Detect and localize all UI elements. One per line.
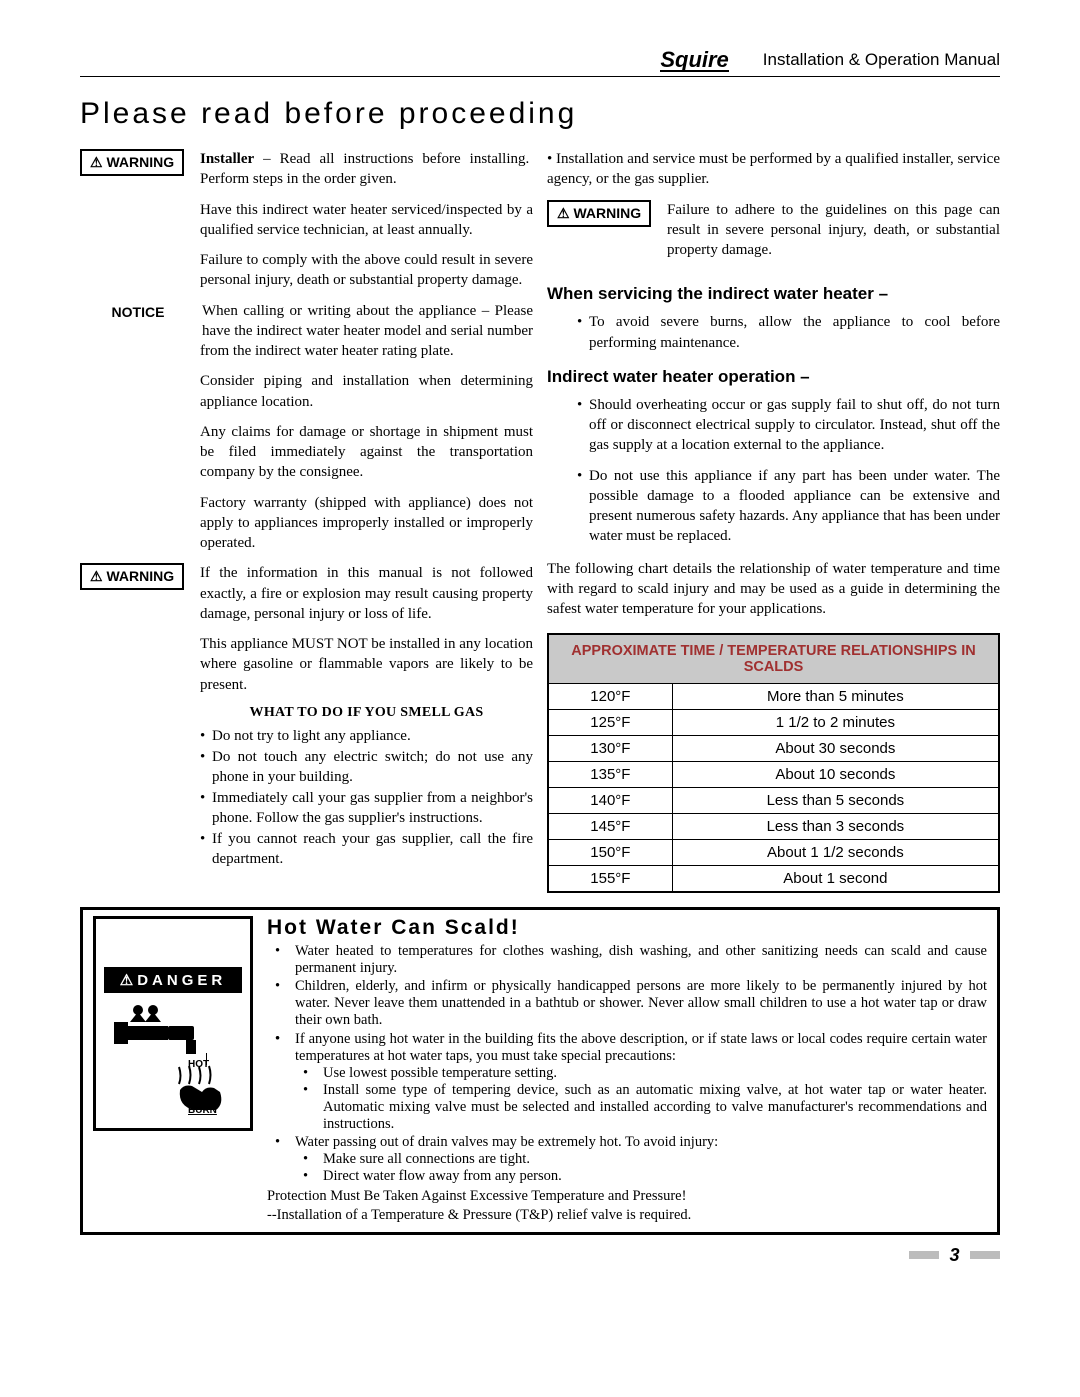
danger-bullet: Children, elderly, and infirm or physica… (267, 978, 987, 1029)
table-row: 120°FMore than 5 minutes (548, 684, 999, 710)
danger-drain-bullet: Direct water flow away from any person. (295, 1168, 987, 1185)
danger-bullet: Water passing out of drain valves may be… (267, 1134, 987, 1185)
warn2a-text: If the information in this manual is not… (200, 563, 533, 624)
faucet-icon (108, 1004, 228, 1064)
document-header: Squire Installation & Operation Manual (80, 50, 1000, 77)
operation-bullet: Should overheating occur or gas supply f… (577, 395, 1000, 456)
table-row: 155°FAbout 1 second (548, 866, 999, 893)
warn3-text: Failure to adhere to the guidelines on t… (667, 200, 1000, 261)
danger-bullet: Water heated to temperatures for clothes… (267, 943, 987, 977)
page-decoration-icon (909, 1251, 939, 1259)
gas-heading: WHAT TO DO IF YOU SMELL GAS (200, 705, 533, 721)
table-title: APPROXIMATE TIME / TEMPERATURE RELATIONS… (548, 634, 999, 684)
table-body: 120°FMore than 5 minutes 125°F1 1/2 to 2… (548, 684, 999, 893)
table-row: 125°F1 1/2 to 2 minutes (548, 710, 999, 736)
danger-drain-bullet: Make sure all connections are tight. (295, 1151, 987, 1168)
burn-label: BURN (188, 1105, 217, 1116)
danger-banner: DANGER (104, 967, 242, 993)
qualified-text: • Installation and service must be perfo… (547, 149, 1000, 190)
notice-text-1: When calling or writing about the applia… (200, 301, 533, 362)
installer-text: Installer – Installer – Read all instruc… (200, 149, 533, 190)
notice-text-4: Factory warranty (shipped with appliance… (200, 493, 533, 554)
gas-bullet: Do not touch any electric switch; do not… (200, 748, 533, 787)
table-row: 135°FAbout 10 seconds (548, 762, 999, 788)
operation-list: Should overheating occur or gas supply f… (547, 395, 1000, 547)
brand-logo: Squire (660, 50, 728, 72)
failure-text: Failure to comply with the above could r… (200, 250, 533, 291)
operation-bullet: Do not use this appliance if any part ha… (577, 466, 1000, 547)
serviced-text: Have this indirect water heater serviced… (200, 200, 533, 241)
table-row: 130°FAbout 30 seconds (548, 736, 999, 762)
danger-bullet: If anyone using hot water in the buildin… (267, 1031, 987, 1134)
right-column: • Installation and service must be perfo… (547, 149, 1000, 893)
notice-badge: NOTICE (80, 301, 196, 323)
table-row: 140°FLess than 5 seconds (548, 788, 999, 814)
danger-heading: Hot Water Can Scald! (267, 916, 987, 941)
danger-section: DANGER HOT BURN Hot Water Can Scald! Wat… (80, 907, 1000, 1235)
page-decoration-icon (970, 1251, 1000, 1259)
servicing-bullet: To avoid severe burns, allow the applian… (577, 312, 1000, 353)
servicing-heading: When servicing the indirect water heater… (547, 284, 1000, 304)
page-number: 3 (80, 1245, 1000, 1266)
danger-sub2-bullet: Install some type of tempering device, s… (295, 1082, 987, 1133)
gas-bullet: Do not try to light any appliance. (200, 727, 533, 747)
chart-intro: The following chart details the relation… (547, 559, 1000, 620)
danger-sub-bullet: If anyone using hot water in the buildin… (267, 1031, 987, 1134)
warning-badge-3: ⚠ WARNING (547, 200, 651, 227)
gas-bullet: Immediately call your gas supplier from … (200, 789, 533, 828)
scald-table: APPROXIMATE TIME / TEMPERATURE RELATIONS… (547, 633, 1000, 893)
danger-text: Hot Water Can Scald! Water heated to tem… (267, 916, 987, 1224)
left-column: ⚠ WARNING Installer – Installer – Read a… (80, 149, 533, 893)
danger-footer-2: --Installation of a Temperature & Pressu… (267, 1207, 987, 1224)
danger-graphic: DANGER HOT BURN (93, 916, 253, 1131)
notice-text-2: Consider piping and installation when de… (200, 371, 533, 412)
warning-badge: ⚠ WARNING (80, 149, 184, 176)
gas-bullet: If you cannot reach your gas supplier, c… (200, 830, 533, 869)
danger-footer-1: Protection Must Be Taken Against Excessi… (267, 1188, 987, 1205)
warning-badge-2: ⚠ WARNING (80, 563, 184, 590)
operation-heading: Indirect water heater operation – (547, 367, 1000, 387)
warn2b-text: This appliance MUST NOT be installed in … (200, 634, 533, 695)
gas-bullet-list: Do not try to light any appliance. Do no… (200, 727, 533, 870)
table-row: 150°FAbout 1 1/2 seconds (548, 840, 999, 866)
manual-title: Installation & Operation Manual (763, 50, 1000, 70)
page-title: Please read before proceeding (80, 97, 1000, 131)
notice-text-3: Any claims for damage or shortage in shi… (200, 422, 533, 483)
table-row: 145°FLess than 3 seconds (548, 814, 999, 840)
danger-sub2-bullet: Use lowest possible temperature setting. (295, 1065, 987, 1082)
servicing-list: To avoid severe burns, allow the applian… (547, 312, 1000, 353)
